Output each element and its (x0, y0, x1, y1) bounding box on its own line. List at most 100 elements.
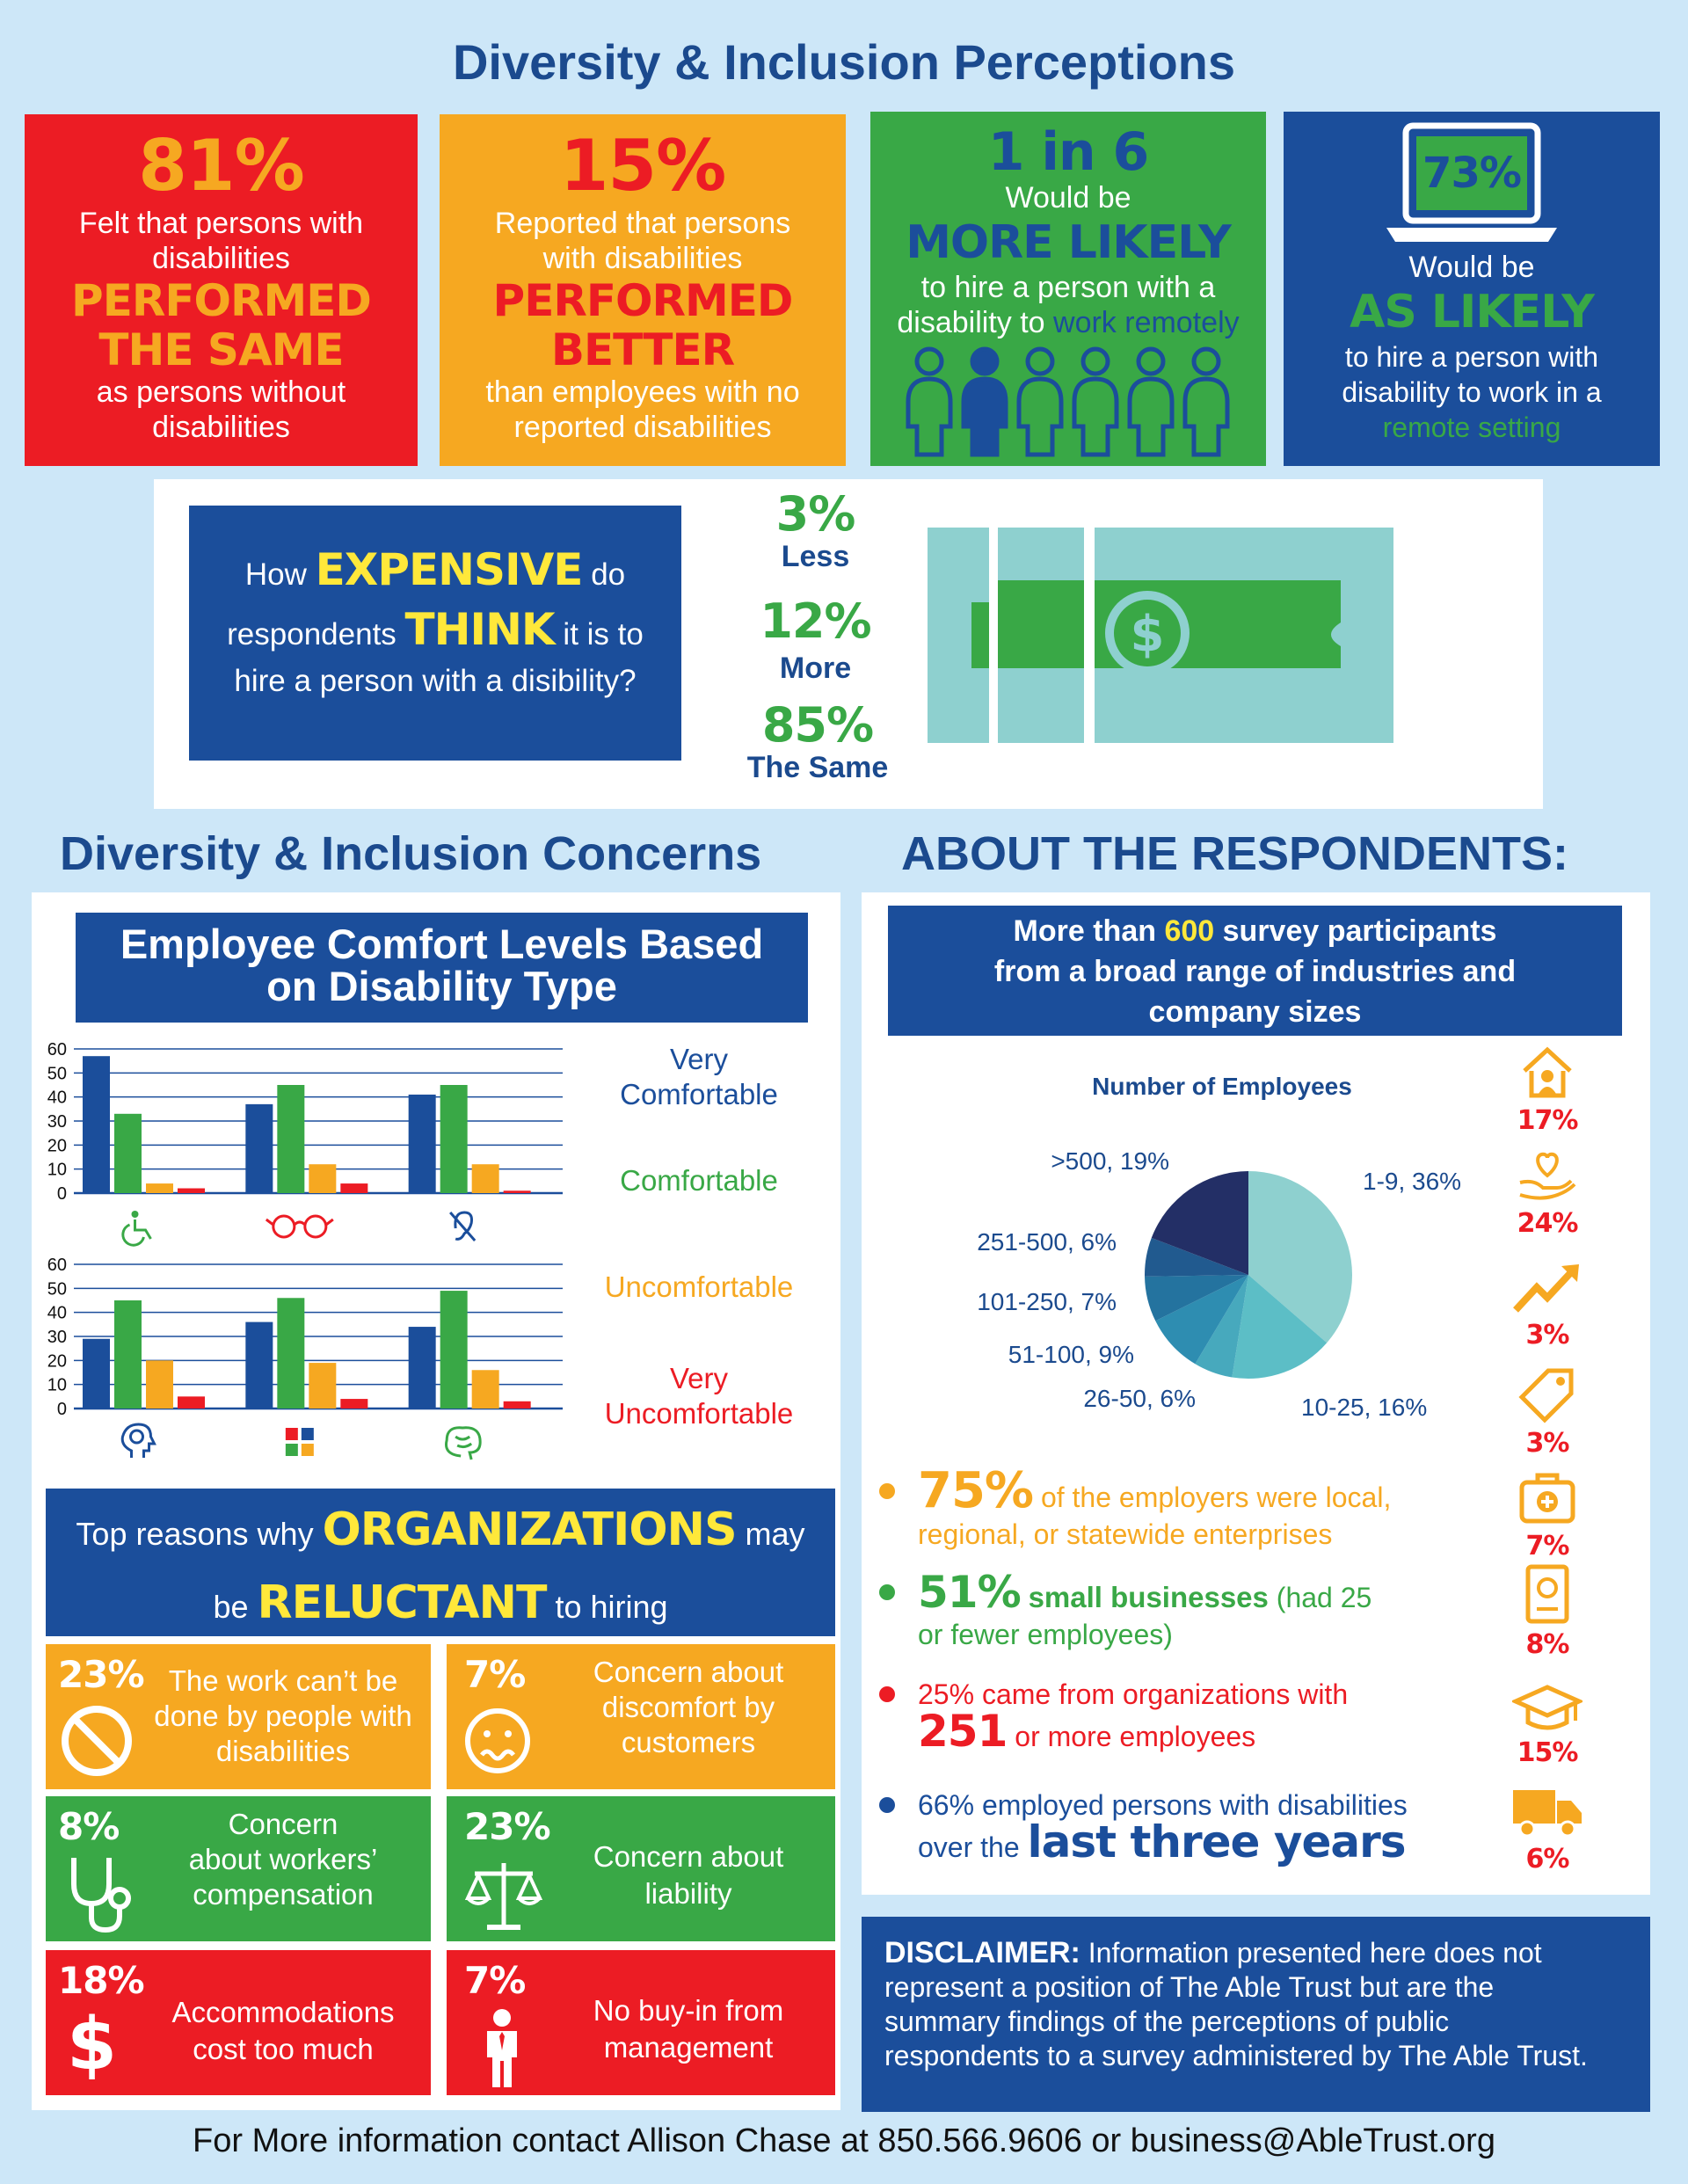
emphasis-line: BETTER (550, 324, 735, 375)
answer-pct: 12% (760, 593, 871, 649)
pie-label: 10-25, 16% (1301, 1394, 1427, 1421)
bullet-text: or fewer employees) (918, 1619, 1173, 1650)
bar (178, 1396, 205, 1409)
reason-text: Concern (228, 1808, 338, 1840)
y-tick-label: 50 (47, 1279, 67, 1299)
reason-pct: 18% (58, 1959, 145, 2002)
person-icon (1127, 346, 1175, 457)
person-icon (1182, 346, 1230, 457)
graduation-cap-icon (1510, 1685, 1585, 1730)
employees-pie-chart: Number of Employees 1-9, 36% 10-25, 16% 26-… (977, 1073, 1461, 1421)
pie-title: Number of Employees (1092, 1073, 1352, 1100)
head-brain-icon (120, 1423, 156, 1458)
y-tick-label: 20 (47, 1136, 67, 1155)
y-tick-label: 0 (57, 1400, 67, 1419)
emphasis-line: PERFORMED (71, 275, 372, 326)
perception-emphasis: AS LIKELY (1350, 286, 1595, 339)
participants-count: 600 (1164, 914, 1215, 948)
pie-slice (1145, 1275, 1248, 1321)
industry-stat-retail: 3% (1495, 1367, 1600, 1460)
emphasis-line: THE SAME (98, 324, 344, 375)
worried-face-icon (465, 1708, 530, 1773)
perception-line: disabilities (152, 242, 290, 275)
respondent-bullet: 25% came from organizations with 251 or … (879, 1676, 1495, 1755)
answer-label: More (779, 652, 852, 685)
reluctant-part: may (745, 1516, 805, 1552)
organizations-emphasis: ORGANIZATIONS (322, 1503, 738, 1556)
reluctant-part: to hiring (555, 1589, 668, 1625)
legend-comfortable: Comfortable (620, 1164, 778, 1197)
question-part: it is to (563, 617, 644, 652)
reason-text: customers (621, 1726, 756, 1758)
industry-pct: 17% (1517, 1105, 1579, 1136)
perception-line: Reported that persons (494, 207, 791, 240)
pie-label: >500, 19% (1051, 1147, 1169, 1175)
perception-line: disabilities (152, 411, 290, 444)
bar (408, 1327, 436, 1409)
reason-text: Concern about (593, 1656, 784, 1688)
expense-answer-more: 12% More (738, 595, 892, 688)
about-title: ABOUT THE RESPONDENTS: (901, 827, 1569, 880)
work-remotely-text: work remotely (1053, 306, 1240, 339)
comfort-chart-cognitive: 0 10 20 30 40 50 60 (47, 1256, 563, 1460)
y-tick-label: 40 (47, 1088, 67, 1108)
perception-line-part: disability to (897, 306, 1045, 339)
bullet-emphasis: 75% (918, 1462, 1034, 1519)
no-symbol-icon (62, 1706, 132, 1776)
bullet-text: regional, or statewide enterprises (918, 1518, 1333, 1550)
bar (440, 1085, 468, 1193)
passport-icon (1525, 1564, 1569, 1624)
industry-pct: 7% (1525, 1531, 1570, 1562)
stat-81-percent: 81% (138, 125, 304, 207)
bar (277, 1298, 305, 1409)
banner-line: More than 600 survey participants (888, 911, 1622, 951)
pie-slice (1232, 1275, 1328, 1379)
y-tick-label: 10 (47, 1161, 67, 1180)
bar (178, 1188, 205, 1193)
page-title: Diversity & Inclusion Perceptions (452, 34, 1236, 90)
comfort-chart-physical: 0 10 20 30 40 50 60 (47, 1040, 563, 1247)
respondent-bullet: 75% of the employers were local, regiona… (879, 1467, 1477, 1553)
bar (146, 1183, 173, 1193)
participants-banner: More than 600 survey participants from a… (888, 906, 1622, 1036)
disclaimer-text: summary findings of the perceptions of p… (884, 2006, 1450, 2037)
person-icon (961, 346, 1008, 457)
bar (114, 1300, 142, 1409)
remote-setting-text: remote setting (1382, 411, 1561, 443)
reason-text: Concern about (593, 1840, 784, 1873)
industry-stat-healthcare: 7% (1495, 1470, 1600, 1562)
bullet-text: (had 25 (1276, 1582, 1372, 1613)
reluctant-emphasis: RELUCTANT (257, 1576, 548, 1629)
bullet-dot (879, 1686, 895, 1702)
industry-stat-home-care: 17% (1495, 1045, 1600, 1137)
hearing-icon (449, 1211, 477, 1241)
comfort-title-box: Employee Comfort Levels Based on Disabil… (76, 913, 808, 1023)
perception-line: as persons without (96, 375, 346, 409)
svg-text:$: $ (1131, 606, 1165, 663)
concerns-title: Diversity & Inclusion Concerns (60, 827, 762, 880)
pie-slice (1248, 1171, 1352, 1343)
y-tick-label: 60 (47, 1040, 67, 1059)
perception-line: Would be (1005, 181, 1131, 215)
stat-15-percent: 15% (559, 125, 726, 207)
legend-line: Uncomfortable (604, 1397, 794, 1430)
legend-line: Very (669, 1362, 729, 1394)
reason-card: 8% Concern about workers’ compensation (46, 1796, 431, 1941)
emphasis-line: PERFORMED (492, 275, 794, 326)
glasses-icon (265, 1214, 334, 1239)
reason-text: Accommodations (171, 1996, 395, 2028)
medical-kit-icon (1519, 1473, 1575, 1524)
perception-text: Reported that persons with disabilities (440, 206, 846, 276)
truck-icon (1513, 1790, 1582, 1838)
people-icon (906, 346, 1230, 457)
bullet-text: of the employers were local, (1040, 1481, 1392, 1513)
reluctant-line: be RELUCTANT to hiring (46, 1569, 835, 1642)
reason-text: about workers’ (188, 1843, 378, 1875)
bar (309, 1164, 337, 1193)
industry-pct: 3% (1525, 1320, 1570, 1350)
legend-uncomfortable: Uncomfortable (604, 1270, 794, 1303)
bar (471, 1164, 499, 1193)
reason-pct: 23% (58, 1653, 145, 1696)
y-tick-label: 10 (47, 1376, 67, 1395)
reason-pct: 7% (464, 1653, 526, 1696)
